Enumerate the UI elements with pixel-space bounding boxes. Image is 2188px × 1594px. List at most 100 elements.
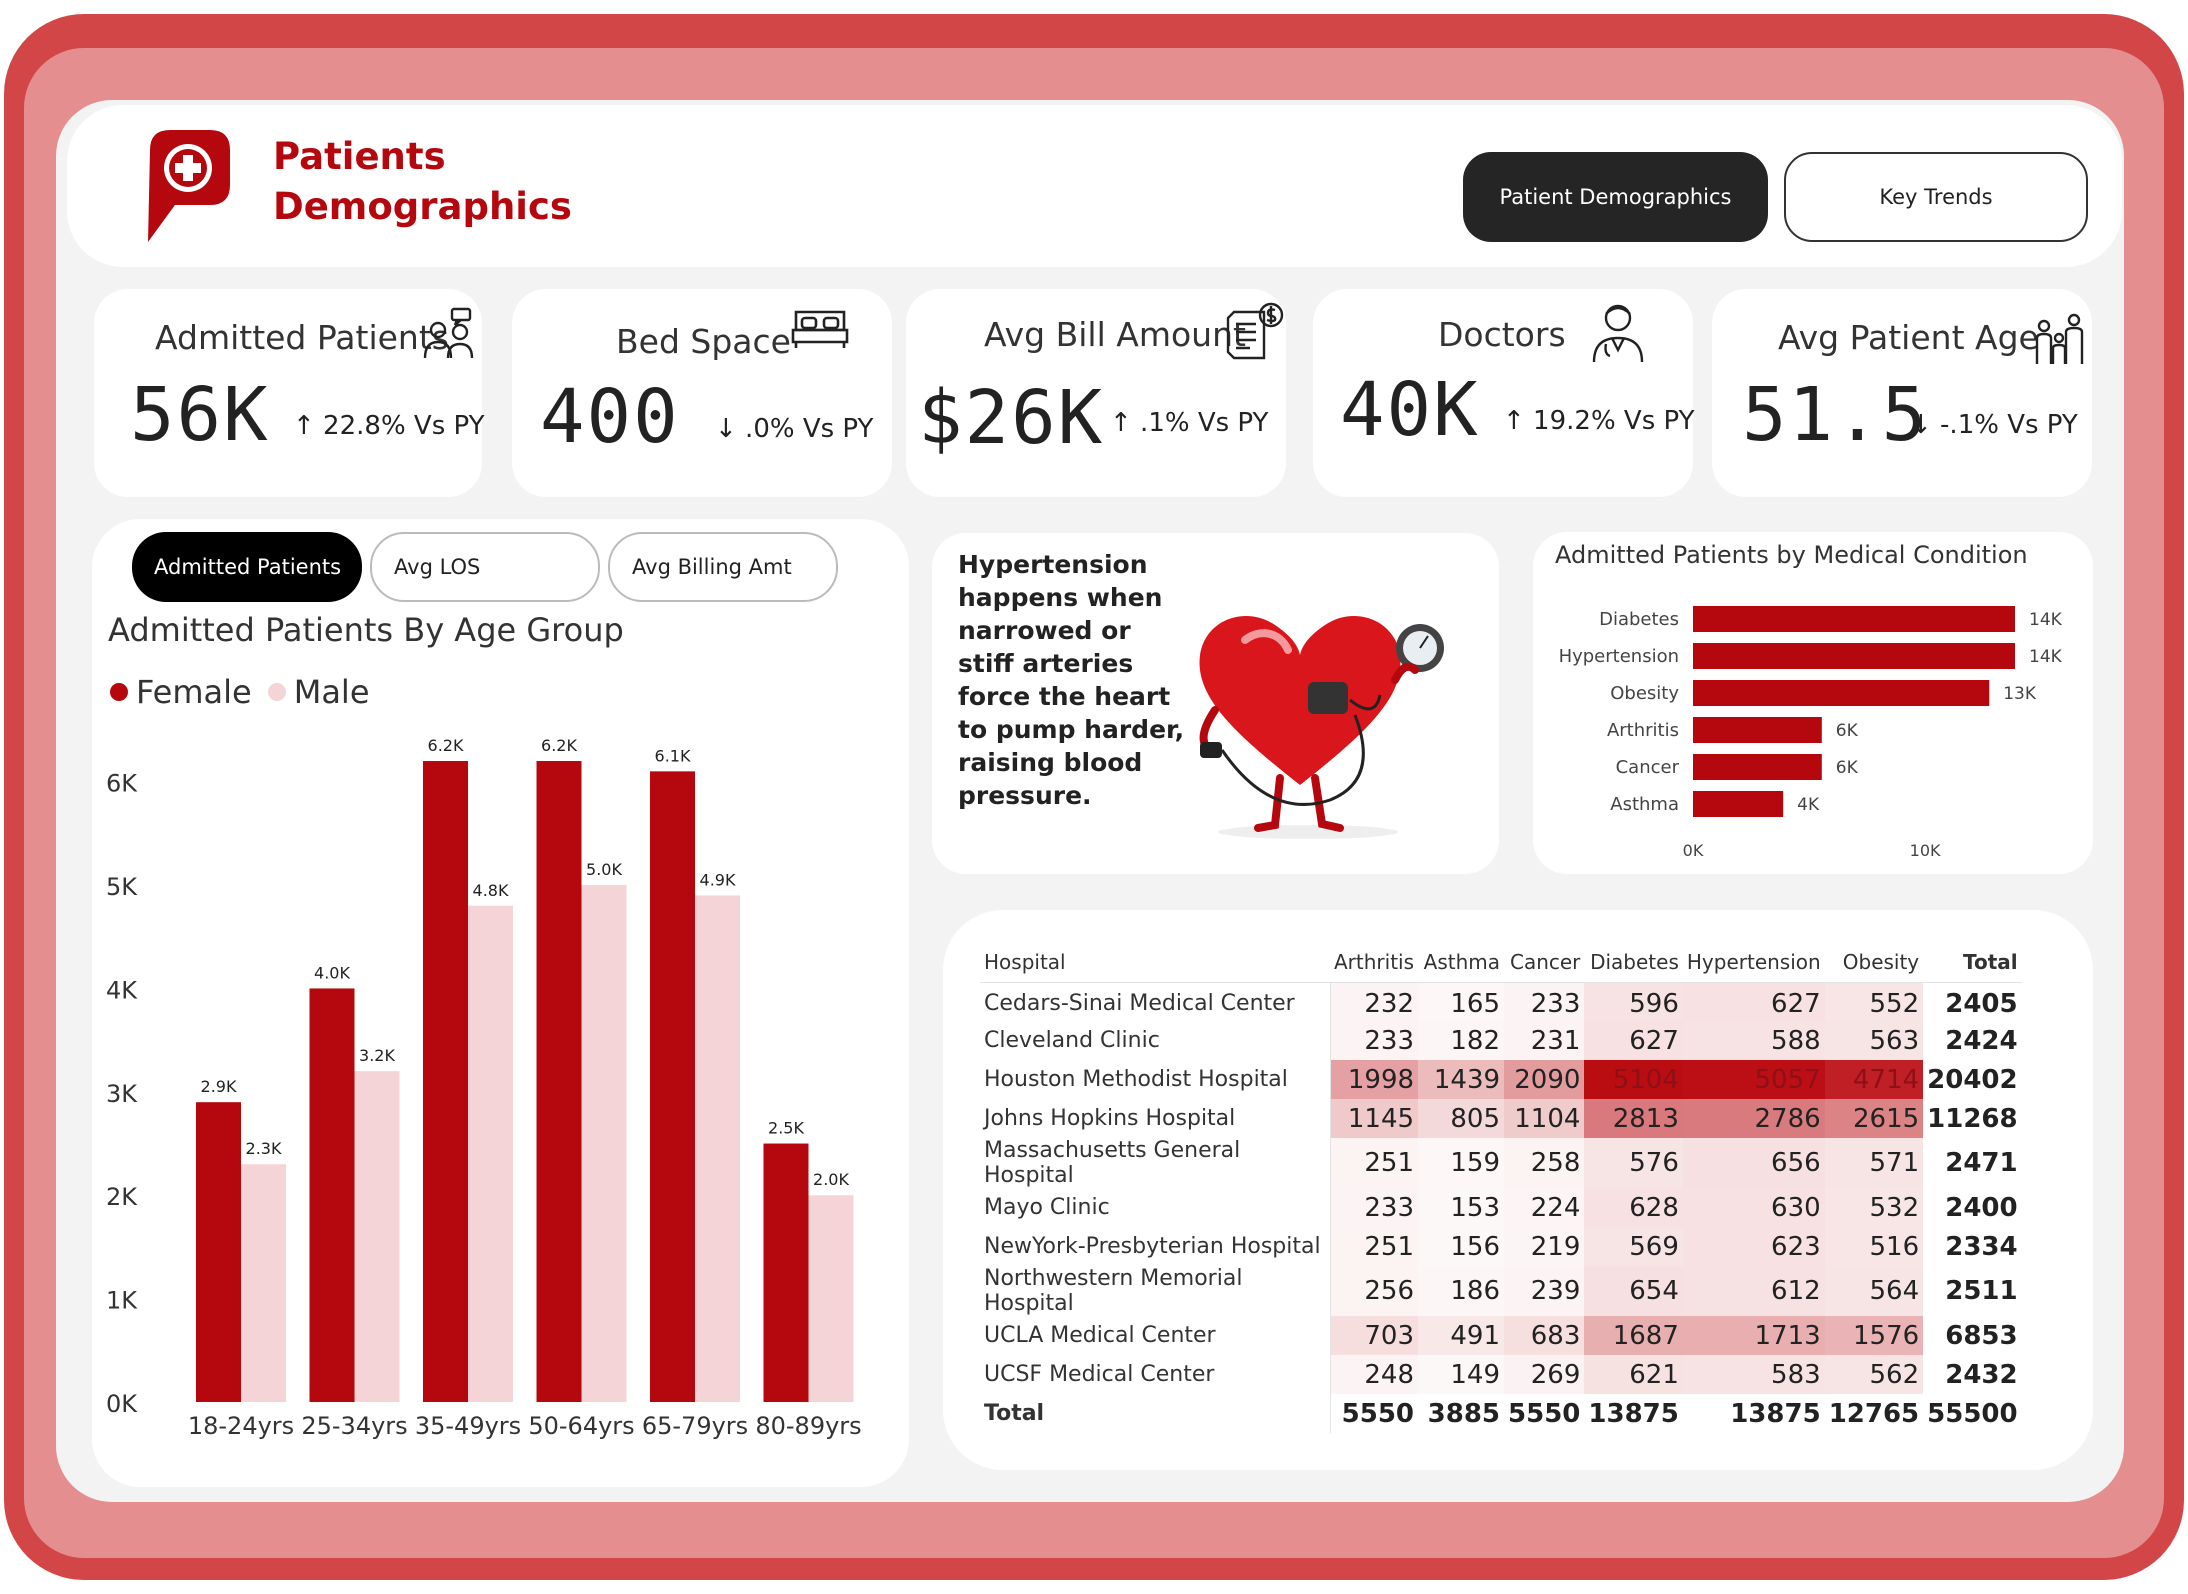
condition-value-label: 14K (2029, 610, 2063, 630)
kpi-value: 400 (540, 374, 680, 460)
bar-male (581, 885, 627, 1402)
table-cell: 231 (1504, 1021, 1585, 1060)
x-tick-label: 50-64yrs (528, 1412, 634, 1440)
doctor-icon (1592, 304, 1644, 363)
table-cell: 233 (1504, 982, 1585, 1021)
hospital-name-cell: Mayo Clinic (980, 1188, 1331, 1227)
table-cell: 596 (1584, 982, 1683, 1021)
kpi-delta: ↓ -.1% Vs PY (1910, 410, 2078, 440)
age-chart-title: Admitted Patients By Age Group (108, 611, 624, 649)
y-tick-label: 0K (106, 1390, 138, 1418)
hospital-name-cell: Total (980, 1394, 1331, 1433)
table-cell: 583 (1682, 1355, 1825, 1394)
table-row[interactable]: Houston Methodist Hospital 1998 1439 2090 51… (980, 1060, 2022, 1099)
table-row[interactable]: Cedars-Sinai Medical Center 232 165 233 596 6… (980, 982, 2022, 1021)
y-tick-label: 3K (106, 1080, 138, 1108)
table-row[interactable]: Johns Hopkins Hospital 1145 805 1104 2813 278… (980, 1099, 2022, 1138)
condition-label: Hypertension (1559, 646, 1679, 667)
table-cell: 219 (1504, 1227, 1585, 1266)
hospital-name-cell: UCLA Medical Center (980, 1316, 1331, 1355)
table-cell: 269 (1504, 1355, 1585, 1394)
kpi-value: 56K (130, 372, 270, 458)
table-total-row[interactable]: Total 5550 3885 5550 13875 13875 12765 55500 (980, 1394, 2022, 1433)
table-cell: 2471 (1945, 1148, 2018, 1178)
table-cell: 516 (1824, 1227, 1924, 1266)
table-cell: 11268 (1927, 1103, 2018, 1134)
tab-avg-billing-amt[interactable]: Avg Billing Amt (608, 532, 838, 602)
kpi-delta: ↑ 19.2% Vs PY (1503, 406, 1695, 436)
kpi-value: 40K (1340, 367, 1480, 453)
hospital-name-cell: Northwestern Memorial Hospital (980, 1266, 1331, 1316)
column-header[interactable]: Arthritis (1330, 942, 1419, 983)
bar-female (309, 988, 355, 1402)
tab-admitted-patients[interactable]: Admitted Patients (132, 532, 362, 602)
condition-value-label: 6K (1836, 758, 1859, 778)
column-header[interactable]: Obesity (1824, 942, 1924, 983)
table-row[interactable]: Mayo Clinic 233 153 224 628 630 532 2400 (980, 1188, 2022, 1227)
bar-female (650, 771, 695, 1402)
table-cell: 5550 (1341, 1398, 1415, 1429)
data-label: 2.5K (768, 1119, 804, 1138)
kpi-delta: ↑ .1% Vs PY (1110, 408, 1269, 438)
table-cell: 1576 (1824, 1316, 1924, 1355)
table-cell: 656 (1682, 1138, 1825, 1188)
column-header[interactable]: Asthma (1418, 942, 1505, 983)
condition-bar (1693, 680, 1990, 706)
x-tick-label: 10K (1910, 841, 1941, 860)
table-cell: 491 (1418, 1316, 1505, 1355)
table-cell: 13875 (1588, 1398, 1679, 1429)
table-row[interactable]: NewYork-Presbyterian Hospital 251 156 219 56… (980, 1227, 2022, 1266)
condition-value-label: 6K (1836, 721, 1859, 741)
male-legend-dot (267, 683, 286, 701)
table-row[interactable]: Massachusetts General Hospital 251 159 258 5… (980, 1138, 2022, 1188)
table-cell: 552 (1824, 982, 1924, 1021)
column-header[interactable]: Hypertension (1682, 942, 1825, 983)
table-cell: 628 (1584, 1188, 1683, 1227)
table-row[interactable]: Northwestern Memorial Hospital 256 186 239 6… (980, 1266, 2022, 1316)
condition-bar (1693, 754, 1822, 780)
table-cell: 159 (1418, 1138, 1505, 1188)
table-cell: 153 (1418, 1188, 1505, 1227)
condition-bar (1693, 717, 1822, 743)
table-cell: 248 (1330, 1355, 1419, 1394)
hospital-name-cell: Houston Methodist Hospital (980, 1060, 1331, 1099)
bed-icon (791, 310, 849, 348)
table-cell: 621 (1584, 1355, 1683, 1394)
page-title-line2: Demographics (273, 185, 572, 228)
nav-key-trends-button[interactable]: Key Trends (1784, 152, 2088, 242)
table-cell: 233 (1330, 1188, 1419, 1227)
table-cell: 562 (1824, 1355, 1924, 1394)
table-row[interactable]: Cleveland Clinic 233 182 231 627 588 563 2424 (980, 1021, 2022, 1060)
data-label: 6.1K (655, 746, 691, 765)
table-cell: 165 (1418, 982, 1505, 1021)
column-header[interactable]: Total (1923, 942, 2022, 983)
hospital-condition-table: Hospital Arthritis Asthma Cancer Diabetes Hyp… (980, 942, 2022, 1433)
kpi-card-admitted-patients (94, 289, 482, 497)
column-header[interactable]: Hospital (980, 942, 1330, 983)
y-tick-label: 1K (106, 1287, 138, 1315)
table-row[interactable]: UCSF Medical Center 248 149 269 621 583 562 243… (980, 1355, 2022, 1394)
condition-bar (1693, 643, 2015, 669)
column-header[interactable]: Cancer (1504, 942, 1585, 983)
table-cell: 258 (1504, 1138, 1585, 1188)
table-cell: 1713 (1682, 1316, 1825, 1355)
hospital-name-cell: UCSF Medical Center (980, 1355, 1331, 1394)
age-group-chart: 0K 1K 2K 3K 4K 5K 6K 2.9K 2.3K 18-24yrs 4.0K 3.2K 25… (106, 736, 862, 1440)
tab-avg-los[interactable]: Avg LOS (370, 532, 600, 602)
table-row[interactable]: UCLA Medical Center 703 491 683 1687 1713 1576… (980, 1316, 2022, 1355)
table-cell: 20402 (1927, 1064, 2018, 1095)
kpi-delta: ↑ 22.8% Vs PY (293, 411, 485, 441)
table-cell: 5057 (1682, 1060, 1825, 1099)
condition-bar (1693, 791, 1784, 817)
table-cell: 2511 (1945, 1276, 2018, 1306)
nav-patient-demographics-button[interactable]: Patient Demographics (1463, 152, 1768, 242)
bar-male (808, 1195, 854, 1402)
table-cell: 630 (1682, 1188, 1825, 1227)
table-cell: 569 (1584, 1227, 1683, 1266)
table-cell: 13875 (1730, 1398, 1821, 1429)
table-cell: 2786 (1682, 1099, 1825, 1138)
kpi-label: Bed Space (616, 322, 791, 361)
table-cell: 2432 (1945, 1359, 2018, 1390)
x-tick-label: 65-79yrs (642, 1412, 748, 1440)
column-header[interactable]: Diabetes (1584, 942, 1683, 983)
